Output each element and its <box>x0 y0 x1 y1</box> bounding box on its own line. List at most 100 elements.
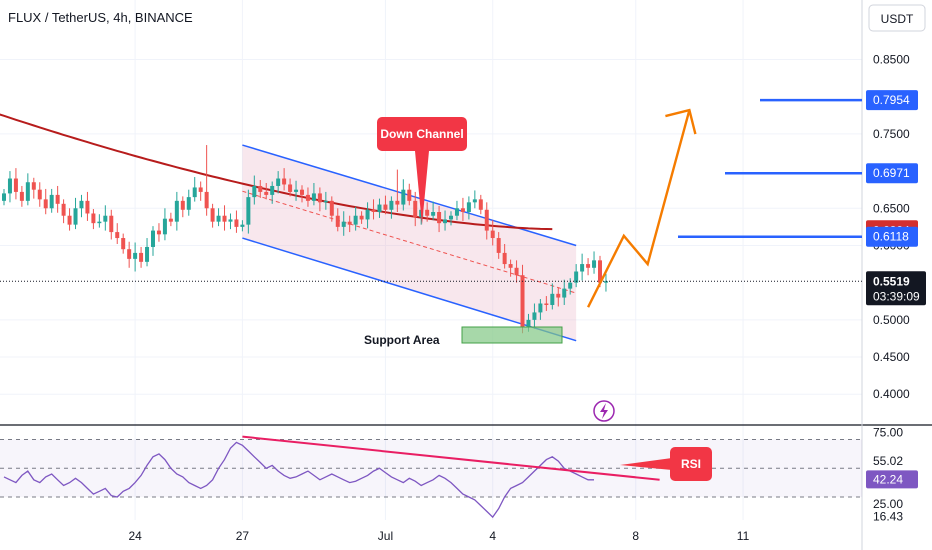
level-badge[interactable] <box>866 163 918 184</box>
rsi-tick-label: 16.43 <box>873 510 903 524</box>
candle-body <box>168 218 173 222</box>
candle-body <box>466 202 471 212</box>
candle-body <box>317 193 322 203</box>
candle-body <box>162 218 167 235</box>
projection-arrowhead <box>665 108 697 135</box>
candle-body <box>204 191 209 209</box>
candle-body <box>270 185 275 195</box>
price-tick-label: 0.7500 <box>873 127 910 141</box>
candle-body <box>31 182 36 190</box>
currency-button[interactable]: USDT <box>868 4 926 32</box>
time-axis[interactable]: 24 27 Jul 4 8 11 <box>128 529 749 543</box>
level-badge[interactable] <box>866 226 918 247</box>
candle-body <box>222 215 227 222</box>
candle-body <box>574 271 579 283</box>
projection-path[interactable] <box>587 108 697 308</box>
candle-body <box>389 200 394 210</box>
horizontal-levels[interactable] <box>0 98 862 282</box>
price-tick-label: 0.5000 <box>873 313 910 327</box>
candle-body <box>234 219 239 227</box>
candle-body <box>7 178 12 194</box>
candle-body <box>556 293 561 298</box>
candle-body <box>568 282 573 289</box>
candle-body <box>67 215 72 225</box>
rsi-current-label: 42.24 <box>873 472 903 486</box>
candle-body <box>228 219 233 222</box>
price-tick-label: 0.8500 <box>873 53 910 67</box>
candle-body <box>544 303 549 305</box>
level-badge[interactable] <box>866 90 918 111</box>
down-channel-callout[interactable] <box>377 117 467 151</box>
candle-body <box>55 194 60 204</box>
candle-body <box>115 232 120 239</box>
rsi-line <box>3 441 594 519</box>
annotations[interactable]: Down Channel Support Area <box>364 117 615 422</box>
level-badge-label: 0.7954 <box>873 93 910 107</box>
lightning-icon[interactable] <box>593 400 615 422</box>
currency-label: USDT <box>881 12 914 26</box>
candle-body <box>401 189 406 205</box>
candle-body <box>550 293 555 305</box>
candle-body <box>383 204 388 210</box>
candle-body <box>180 200 185 210</box>
candle-body <box>413 200 418 218</box>
support-area-box[interactable] <box>461 326 563 344</box>
candle-body <box>329 200 334 216</box>
candle-body <box>359 215 364 220</box>
candle-body <box>586 264 591 268</box>
candle-body <box>395 200 400 205</box>
rsi-panel[interactable]: RSI <box>0 435 862 519</box>
candle-body <box>133 252 138 259</box>
candle-body <box>347 221 352 225</box>
candle-body <box>592 260 597 268</box>
candle-body <box>526 319 531 328</box>
last-price-badge[interactable] <box>866 271 926 306</box>
candle-body <box>79 200 84 209</box>
candle-body <box>365 209 370 220</box>
candle-body <box>246 197 251 225</box>
candle-body <box>139 252 144 262</box>
candle-body <box>240 224 245 227</box>
candle-body <box>508 264 513 268</box>
candle-body <box>431 212 436 216</box>
candle-body <box>520 275 525 328</box>
price-axis[interactable]: 0.85000.75000.65000.60000.50000.45000.40… <box>866 53 926 524</box>
time-tick-label: 4 <box>489 529 496 543</box>
candle-body <box>437 212 442 224</box>
candle-body <box>2 193 6 201</box>
candle-body <box>252 185 257 198</box>
rsi-label: RSI <box>681 457 701 471</box>
candle-body <box>484 209 489 231</box>
lightning-icon-bolt <box>600 403 608 419</box>
candle-body <box>490 230 495 239</box>
level-badge-label: 0.6971 <box>873 166 910 180</box>
rsi-current-badge[interactable] <box>866 470 918 489</box>
candle-body <box>598 260 602 283</box>
rsi-callout[interactable] <box>670 447 712 481</box>
candle-body <box>454 208 459 216</box>
candle-body <box>61 203 66 216</box>
candle-body <box>151 230 155 247</box>
time-tick-label: 11 <box>737 529 750 543</box>
time-tick-label: 24 <box>128 529 142 543</box>
rsi-tick-label: 25.00 <box>873 497 903 511</box>
support-area-label: Support Area <box>364 333 440 347</box>
price-tick-label: 0.6500 <box>873 201 910 215</box>
candle-body <box>121 238 126 250</box>
candle-body <box>85 200 90 214</box>
candle-body <box>562 288 567 298</box>
candle-body <box>425 209 430 216</box>
rsi-trendline[interactable] <box>242 435 660 481</box>
candle-body <box>371 209 376 212</box>
candle-body <box>341 221 346 227</box>
candle-body <box>276 178 281 186</box>
candle-body <box>49 194 54 209</box>
candle-body <box>103 215 108 222</box>
candle-body <box>37 189 42 200</box>
candle-body <box>288 184 293 192</box>
candle-body <box>73 208 78 225</box>
projection-line[interactable] <box>587 109 691 308</box>
candle-body <box>300 189 304 195</box>
